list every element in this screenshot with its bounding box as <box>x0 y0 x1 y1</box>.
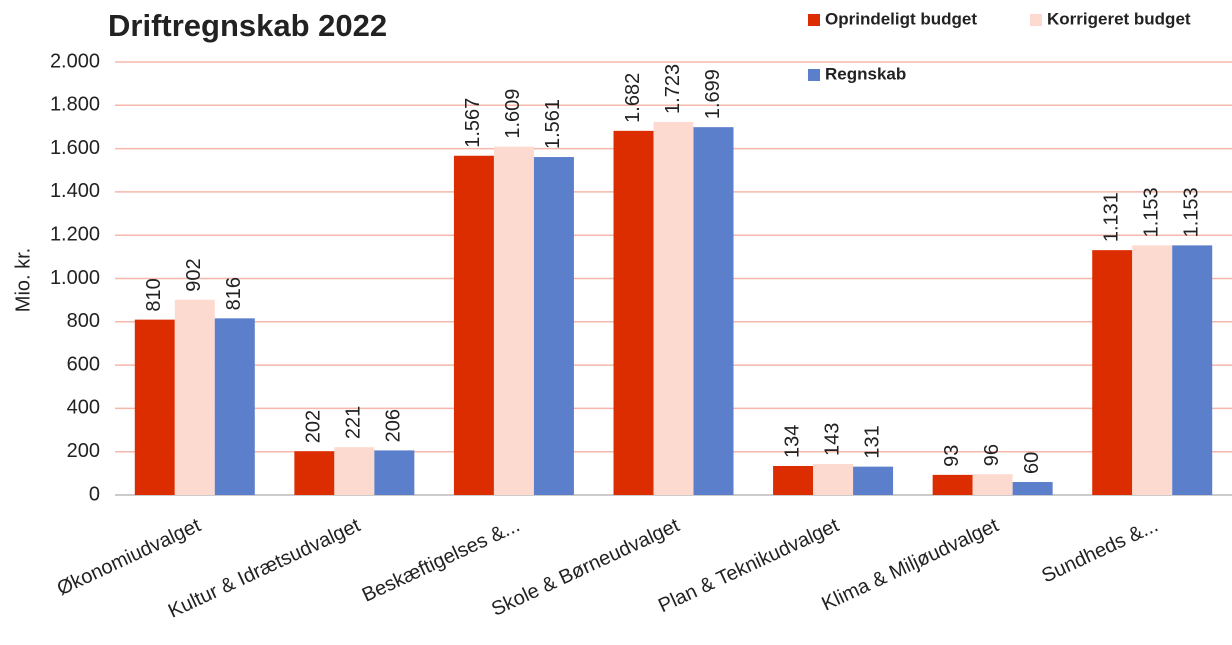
legend-swatch <box>808 69 820 81</box>
legend-swatch <box>808 14 820 26</box>
value-label: 131 <box>861 425 883 458</box>
legend-label: Korrigeret budget <box>1047 9 1191 28</box>
value-label: 206 <box>383 409 405 442</box>
value-label: 1.153 <box>1180 187 1202 237</box>
bar <box>134 319 175 495</box>
bar <box>1132 245 1173 495</box>
y-axis-label: Mio. kr. <box>12 248 34 312</box>
y-tick-label: 200 <box>67 440 100 462</box>
x-tick-label: Økonomiudvalget <box>54 514 205 600</box>
bar <box>453 155 494 495</box>
bar <box>613 130 654 496</box>
bar <box>1012 482 1053 495</box>
value-label: 902 <box>183 258 205 291</box>
value-label: 143 <box>821 423 843 456</box>
bar <box>972 474 1013 495</box>
bar <box>374 450 415 495</box>
bar <box>1172 245 1213 495</box>
bar <box>294 451 335 495</box>
bar <box>773 465 814 495</box>
legend-label: Oprindeligt budget <box>825 9 977 28</box>
y-tick-label: 1.000 <box>50 267 100 289</box>
bar <box>533 157 574 495</box>
y-tick-label: 1.200 <box>50 223 100 245</box>
value-label: 96 <box>981 444 1003 466</box>
value-label: 1.609 <box>502 89 524 139</box>
bar <box>334 447 375 495</box>
value-label: 1.567 <box>462 98 484 148</box>
x-tick-label: Plan & Teknikudvalget <box>655 514 843 617</box>
value-label: 202 <box>303 410 325 443</box>
value-label: 1.131 <box>1100 192 1122 242</box>
value-label: 1.723 <box>662 64 684 114</box>
value-label: 93 <box>941 445 963 467</box>
value-label: 1.682 <box>622 73 644 123</box>
value-label: 1.153 <box>1140 187 1162 237</box>
x-tick-label: Sundheds &... <box>1038 514 1161 587</box>
value-label: 1.699 <box>702 69 724 119</box>
y-tick-label: 2.000 <box>50 50 100 72</box>
bar <box>214 318 255 495</box>
legend-swatch <box>1030 14 1042 26</box>
value-label: 1.561 <box>542 99 564 149</box>
y-tick-label: 600 <box>67 353 100 375</box>
legend-label: Regnskab <box>825 64 906 83</box>
bar <box>813 464 854 495</box>
x-tick-label: Beskæftigelses &... <box>359 514 523 606</box>
value-label: 810 <box>143 278 165 311</box>
y-tick-label: 0 <box>89 483 100 505</box>
value-label: 134 <box>781 425 803 458</box>
y-tick-label: 1.800 <box>50 94 100 116</box>
bar <box>653 121 694 496</box>
bar <box>493 146 534 496</box>
bar <box>1092 250 1133 495</box>
value-label: 60 <box>1021 452 1043 474</box>
y-tick-label: 400 <box>67 397 100 419</box>
x-tick-label: Klima & Miljøudvalget <box>818 514 1002 615</box>
bar <box>932 474 973 495</box>
value-label: 816 <box>223 277 245 310</box>
bar <box>853 466 894 495</box>
y-tick-label: 800 <box>67 310 100 332</box>
value-label: 221 <box>343 406 365 439</box>
chart-title: Driftregnskab 2022 <box>108 8 387 43</box>
bar <box>693 127 734 495</box>
y-tick-label: 1.600 <box>50 137 100 159</box>
y-tick-label: 1.400 <box>50 180 100 202</box>
bar <box>174 299 215 495</box>
